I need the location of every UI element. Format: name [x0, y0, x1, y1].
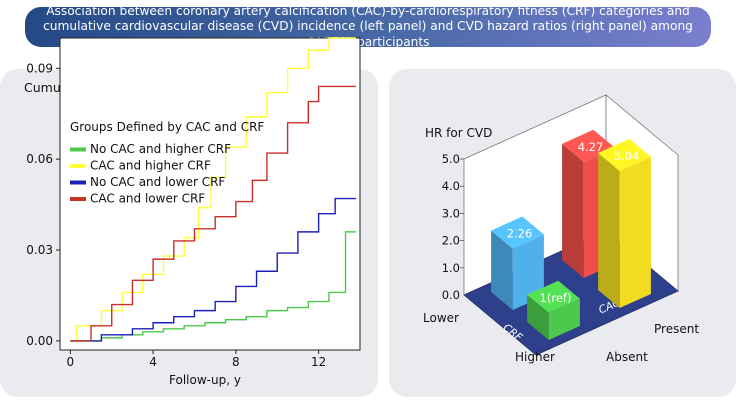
bar-face	[491, 230, 513, 310]
legend-swatch-1	[70, 164, 86, 168]
series-line-3	[70, 85, 356, 342]
bar-top	[562, 129, 615, 162]
series-line-2	[70, 197, 356, 342]
cac-level-present: Present	[654, 322, 699, 336]
legend-title: Groups Defined by CAC and CRF	[70, 120, 264, 134]
z-tick-label: 1.0	[442, 261, 460, 275]
y-tick-label: 0.00	[26, 334, 53, 348]
x-tick-label: 12	[311, 355, 326, 369]
bar-value-label: 2.26	[507, 227, 533, 241]
legend-label-1: CAC and higher CRF	[90, 159, 211, 173]
series-line-1	[70, 37, 356, 342]
bar-face	[548, 298, 580, 340]
x-axis-label: Follow-up, y	[169, 373, 241, 387]
y-tick-label: 0.09	[26, 61, 53, 75]
bar-value-label: 1(ref)	[540, 291, 572, 305]
z-tick-label: 5.0	[442, 152, 460, 166]
cac-level-absent: Absent	[606, 350, 648, 364]
legend-label-2: No CAC and lower CRF	[90, 175, 225, 189]
legend-label-3: CAC and lower CRF	[90, 192, 205, 206]
bar-value-label: 4.27	[578, 140, 604, 154]
bar-chart-title: HR for CVD	[425, 126, 492, 140]
bar-top	[491, 216, 544, 249]
bar-top	[598, 138, 651, 171]
y-tick-label: 0.03	[26, 243, 53, 257]
x-tick-label: 4	[149, 355, 157, 369]
bar-face	[562, 143, 584, 278]
legend-swatch-2	[70, 180, 86, 185]
legend-swatch-0	[70, 147, 86, 152]
x-tick-label: 8	[232, 355, 240, 369]
plot-area	[59, 37, 361, 351]
hazard-ratio-3d-chart: 0.01.02.03.04.05.0HR for CVDCRFCACLowerH…	[423, 94, 699, 364]
bar-face	[619, 156, 651, 308]
bar-higher-crf-present-cac: 5.04	[598, 138, 651, 308]
z-tick-label: 3.0	[442, 206, 460, 220]
bar-value-label: 5.04	[614, 149, 640, 163]
z-tick-label: 0.0	[442, 288, 460, 302]
y-tick-label: 0.06	[26, 152, 53, 166]
series-line-0	[70, 231, 356, 342]
x-tick-label: 0	[67, 355, 75, 369]
crf-level-higher: Higher	[515, 350, 555, 364]
legend-label-0: No CAC and higher CRF	[90, 142, 231, 156]
bar-higher-crf-absent-cac: 1(ref)	[527, 280, 580, 340]
bar-top	[527, 280, 580, 313]
figure-title: Association between coronary artery calc…	[43, 3, 693, 49]
z-tick-label: 2.0	[442, 234, 460, 248]
z-tick-label: 4.0	[442, 179, 460, 193]
crf-level-lower: Lower	[423, 311, 459, 325]
bar-face	[527, 294, 549, 340]
legend-swatch-3	[70, 197, 86, 201]
bar-face	[598, 153, 620, 308]
cumulative-incidence-chart: Cumulative Incidence of CVD 048120.000.0…	[24, 37, 361, 387]
